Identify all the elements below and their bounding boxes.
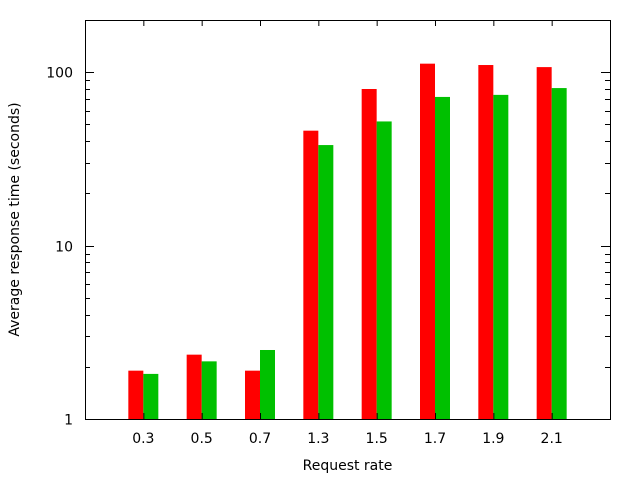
y-tick-label: 100	[46, 66, 73, 82]
bar-series2-2_1	[551, 88, 567, 419]
y-axis-label: Average response time (seconds)	[7, 102, 23, 336]
bar-series2-1_9	[493, 94, 509, 419]
x-axis-label: Request rate	[303, 458, 393, 474]
x-tick-label: 0.7	[249, 431, 271, 447]
tick-labels-layer: 0.3 0.5 0.7 1.3 1.5 1.7 1.9 2.1 1 10 100	[46, 66, 563, 448]
y-tick-label: 10	[55, 240, 73, 256]
x-tick-label: 2.1	[541, 431, 563, 447]
plot-frame	[85, 20, 611, 420]
bar-series2-1_7	[435, 96, 450, 420]
x-tick-label: 0.3	[132, 431, 154, 447]
ticks-layer	[85, 20, 610, 420]
bar-series2-1_5	[376, 121, 392, 420]
x-tick-label: 0.5	[191, 431, 213, 447]
bar-series1-1_7	[420, 63, 435, 420]
bar-series1-1_5	[361, 89, 377, 419]
bars-layer	[128, 63, 567, 420]
bar-series1-0_5	[186, 354, 202, 419]
bar-series1-1_3	[303, 130, 319, 419]
x-tick-label: 1.7	[424, 431, 446, 447]
x-tick-label: 1.3	[307, 431, 329, 447]
y-tick-label: 1	[64, 413, 73, 429]
bar-series2-0_7	[260, 349, 275, 419]
x-tick-label: 1.5	[366, 431, 388, 447]
x-tick-label: 1.9	[482, 431, 504, 447]
bar-series1-1_9	[478, 65, 494, 419]
bar-series2-1_3	[318, 145, 334, 419]
bar-series1-0_7	[245, 370, 260, 419]
bar-series2-0_3	[143, 373, 159, 419]
bar-series1-0_3	[128, 370, 144, 419]
bar-series1-2_1	[536, 67, 552, 419]
bar-series2-0_5	[201, 361, 217, 419]
